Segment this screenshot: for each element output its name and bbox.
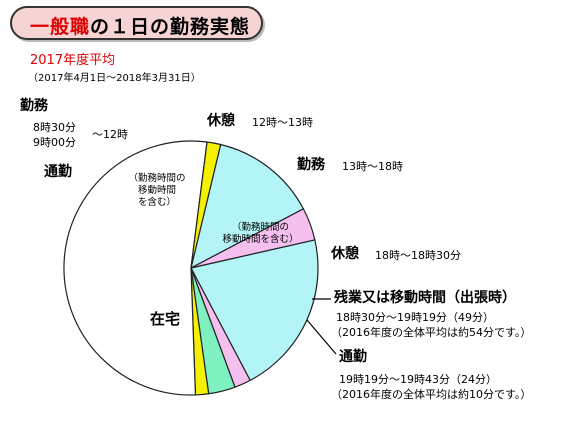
inner-label-am: （勤務時間の 移動時間 を含む） bbox=[117, 173, 197, 209]
overtime-note: （2016年度の全体平均は約54分です。） bbox=[331, 326, 532, 339]
inner-pm-line-2: 移動時間を含む） bbox=[222, 233, 299, 245]
pie-slice-6 bbox=[63, 140, 208, 396]
pie-slice-7 bbox=[190, 141, 222, 269]
work-am-end: ～12時 bbox=[92, 128, 128, 141]
inner-am-line-1: （勤務時間の bbox=[128, 173, 186, 184]
commute-am-title: 通勤 bbox=[44, 164, 72, 180]
rest-eve-time: 18時～18時30分 bbox=[375, 249, 461, 262]
rest-eve-title: 休憩 bbox=[331, 246, 359, 262]
inner-am-line-2: 移動時間 bbox=[137, 184, 176, 196]
leader-line-commute-pm bbox=[306, 319, 337, 355]
inner-am-line-3: を含む） bbox=[137, 196, 176, 208]
work-am-start2: 9時00分 bbox=[33, 136, 76, 149]
home-label: 在宅 bbox=[150, 310, 181, 328]
inner-pm-line-1: （勤務時間の bbox=[231, 222, 289, 233]
title-suffix: の１日の勤務実態 bbox=[90, 16, 251, 38]
commute-pm-title: 通勤 bbox=[339, 349, 367, 365]
period-range: （2017年4月1日～2018年3月31日） bbox=[28, 73, 201, 84]
pie-slice-2 bbox=[190, 239, 319, 382]
chart-subtitle: 2017年度平均 bbox=[30, 53, 116, 68]
work-pm-title: 勤務 bbox=[297, 157, 325, 173]
inner-label-pm: （勤務時間の 移動時間を含む） bbox=[208, 222, 313, 246]
work-am-title: 勤務 bbox=[20, 98, 48, 114]
work-pm-time: 13時～18時 bbox=[342, 160, 403, 173]
rest-noon-title: 休憩 bbox=[207, 113, 235, 129]
commute-pm-note: （2016年度の全体平均は約10分です。） bbox=[331, 388, 532, 401]
work-am-start1: 8時30分 bbox=[33, 121, 76, 134]
page-title: 一般職の１日の勤務実態 bbox=[30, 12, 250, 39]
title-banner bbox=[10, 6, 263, 40]
commute-pm-time: 19時19分～19時43分（24分） bbox=[339, 373, 497, 386]
overtime-time: 18時30分～19時19分（49分） bbox=[336, 311, 494, 324]
title-prefix: 一般職 bbox=[30, 16, 91, 38]
rest-noon-time: 12時～13時 bbox=[252, 116, 313, 129]
overtime-title: 残業又は移動時間（出張時） bbox=[334, 290, 516, 306]
pie-slice-0 bbox=[190, 143, 305, 270]
